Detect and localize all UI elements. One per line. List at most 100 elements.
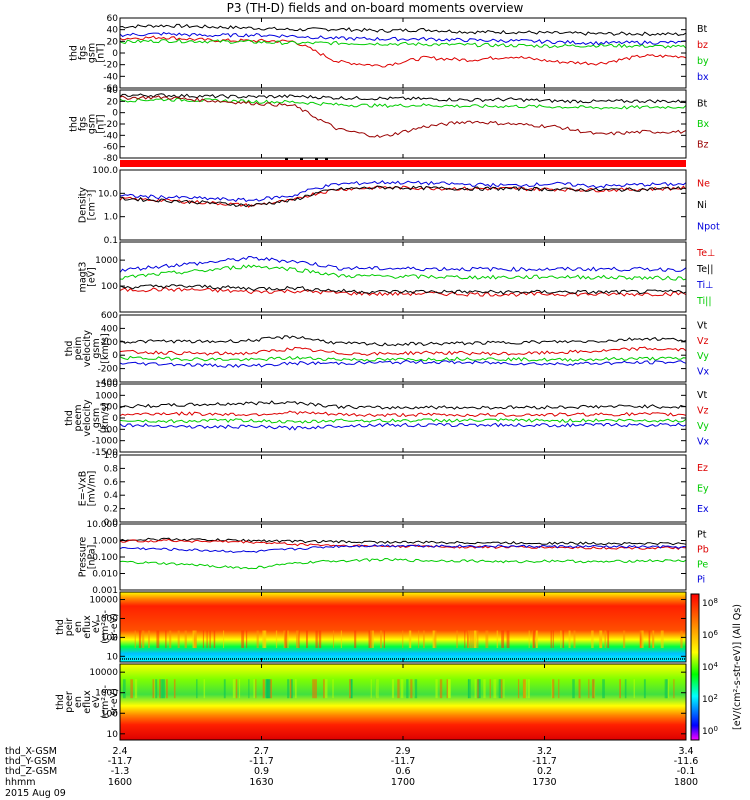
spectrogram-streak [294,679,297,699]
spectrogram-streak [591,630,594,648]
spectrogram-streak [423,630,425,648]
spectrogram-streak [673,679,675,699]
spectrogram-streak [287,630,289,648]
spectrogram-streak [134,630,136,648]
y-tick-label: 600 [101,311,118,321]
spectrogram-streak [340,630,342,648]
spectrogram-streak [651,630,655,648]
spectrogram-streak [560,630,562,648]
spectrogram-streak [349,679,351,699]
y-axis-label: thd [69,116,80,132]
y-axis-label: sr-eV) [109,688,120,716]
plot-title: P3 (TH-D) fields and on-board moments ov… [226,1,524,15]
y-tick-label: 100 [101,282,118,292]
spectrogram-streak [476,630,479,648]
legend-entry: by [697,56,709,67]
spectrogram-streak [400,679,404,699]
series-peem-velocity-2 [119,418,687,424]
spectrogram-streak [500,679,503,699]
spectrogram-streak [156,630,160,648]
legend-entry: Ti|| [696,296,712,307]
legend-entry: Bx [697,119,710,130]
ephemeris-value: -11.7 [532,756,557,767]
ephemeris-value: 0.9 [254,766,269,777]
spectrogram-streak [209,630,211,648]
ephemeris-value: 1700 [391,777,415,788]
y-tick-label: -20 [103,120,118,130]
y-axis-label: Pressure [78,537,89,578]
y-tick-label: 60 [107,14,119,24]
y-tick-label: 0 [112,351,118,361]
y-axis-label: eV [91,620,102,633]
y-tick-label: 1500 [95,380,118,390]
colorbar-tick-label: 106 [702,629,718,641]
ephemeris-value: 1630 [249,777,273,788]
y-tick-label: 10.0 [98,189,118,199]
spectrogram-streak [202,630,204,648]
y-tick-label: 1000 [95,256,118,266]
ephemeris-value: -0.1 [677,766,696,777]
ephemeris-value: -11.7 [249,756,274,767]
spectrogram-streak [558,679,560,699]
spectrogram-streak [418,630,420,648]
spectrogram-streak [536,630,538,648]
spectrogram-streak [477,679,479,699]
spectrogram-streak [624,679,627,699]
spectrogram-streak [433,630,435,648]
y-axis-label: fgs [78,117,89,131]
y-tick-label: 0.2 [104,505,118,515]
y-tick-label: 10.000 [87,520,119,530]
ephemeris-value: -11.7 [391,756,416,767]
series-density-2 [119,180,687,203]
y-tick-label: 0.1 [104,236,118,246]
spectrogram-streak [573,630,576,648]
spectrogram-streak [464,630,466,648]
series-peem-velocity-0 [119,400,687,410]
spectrogram-streak [253,679,256,699]
spectrogram-streak [318,630,322,648]
y-tick-label: 40 [107,86,119,96]
colorbar-tick-label: 108 [702,597,718,609]
spectrogram-streak [138,630,142,648]
spectrogram-streak [528,630,530,648]
ephemeris-value: -1.3 [111,766,130,777]
spectrogram-streak [256,630,259,648]
spectrogram-streak [298,630,300,648]
panel-frame [119,169,687,241]
spectrogram-streak [619,679,621,699]
spectrogram-streak [269,679,272,699]
spectrogram-streak [402,630,404,648]
y-axis-label: [nPa] [87,545,98,570]
spectrogram-streak [489,679,491,699]
y-tick-label: 10000 [89,668,118,678]
legend-entry: Pe [697,560,708,571]
spectrogram-streak [434,630,437,648]
spectrogram-streak [664,679,667,699]
y-axis-label: eflux [82,615,93,639]
panel-temperature: Te⊥ Te|| Ti⊥ Ti|| 1000 100 magt3[eV] [78,241,715,313]
legend-entry: Vz [697,336,709,347]
spectrogram-streak [213,630,216,648]
legend-entry: Ex [697,504,709,515]
spectrogram-streak [241,630,244,648]
series-temperature-2 [119,255,687,273]
series-fgs-gsm-2 [119,38,687,49]
spectrogram-streak [375,679,377,699]
y-axis-label: [eV] [87,267,98,287]
spectrogram-streak [572,679,575,699]
spectrogram-streak [493,679,497,699]
spectrogram-streak [383,630,386,648]
y-tick-label: 10 [107,652,119,662]
spectrogram-streak [503,679,505,699]
spectrogram-streak [680,630,683,648]
series-pressure-3 [119,544,687,554]
spectrogram-streak [414,679,418,699]
y-tick-label: 0 [112,109,118,119]
ephemeris-row-label: thd_Y-GSM [5,756,56,767]
ephemeris-value: 3.2 [537,746,552,757]
y-tick-label: -500 [98,425,119,435]
spectrogram-streak [474,679,477,699]
spectrogram-streak [485,630,489,648]
